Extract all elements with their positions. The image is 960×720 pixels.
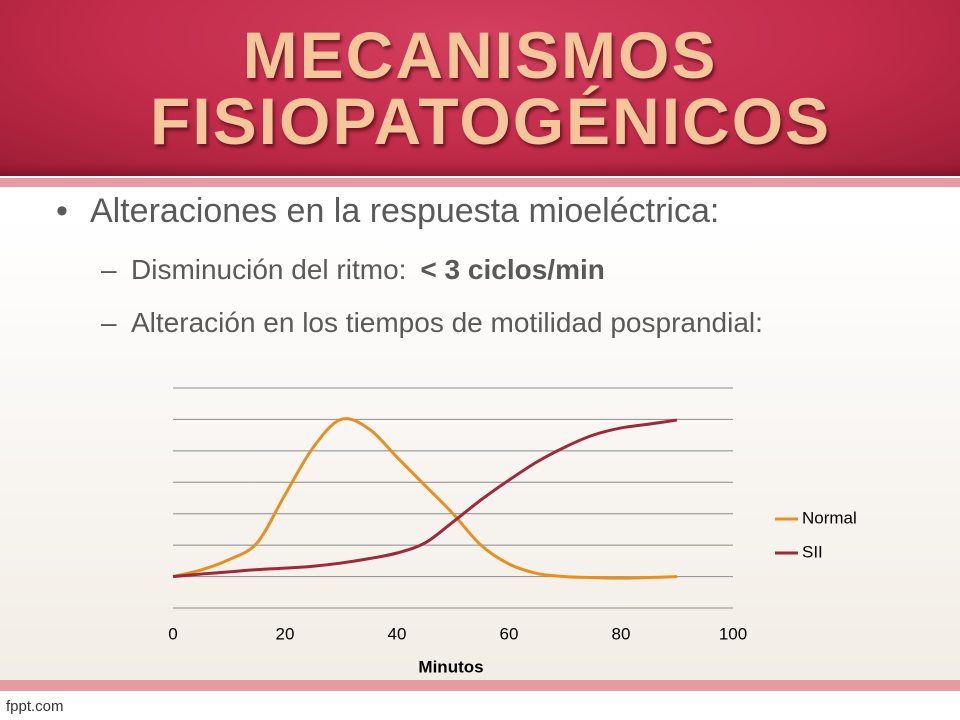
x-tick-label: 60 — [500, 624, 519, 643]
footer-band — [0, 691, 960, 720]
data-line — [172, 418, 678, 579]
stripe — [0, 178, 960, 187]
sub-bullet: Alteración en los tiempos de motilidad p… — [101, 306, 781, 340]
slide-title: MECANISMOS FISIOPATOGÉNICOS — [150, 18, 832, 158]
emphasis: < 3 ciclos/min — [420, 254, 605, 285]
x-tick-label: 40 — [388, 624, 407, 643]
legend-label: SII — [802, 542, 823, 561]
bullet: Alteraciones en la respuesta mioeléctric… — [56, 192, 719, 231]
legend-label: Normal — [802, 508, 857, 527]
x-tick-label: 20 — [276, 624, 295, 643]
stripe — [0, 680, 960, 691]
sub-bullet: Disminución del ritmo: < 3 ciclos/min — [101, 253, 781, 287]
data-line — [172, 417, 678, 580]
x-tick-label: 0 — [168, 624, 177, 643]
x-tick-label: 100 — [719, 624, 747, 643]
sub-bullet-text: Disminución del ritmo: — [131, 254, 407, 285]
brand: fppt.com — [6, 698, 64, 715]
header-band — [0, 0, 960, 176]
x-axis-title: Minutos — [418, 657, 483, 676]
x-tick-label: 80 — [612, 624, 631, 643]
